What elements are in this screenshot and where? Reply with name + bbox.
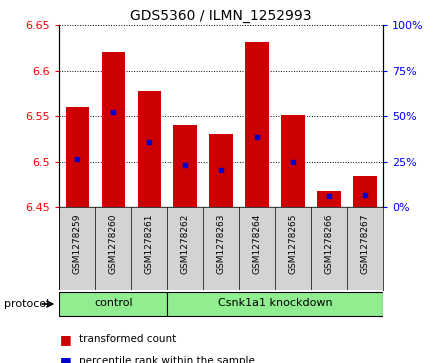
Bar (102, 52, 125, 207)
Text: protocol: protocol (4, 299, 50, 309)
Bar (317, 191, 341, 207)
Text: GSM1278265: GSM1278265 (289, 213, 297, 274)
Text: control: control (94, 298, 132, 309)
Text: transformed count: transformed count (79, 334, 176, 344)
Bar (66, 107, 89, 207)
Text: GSM1278266: GSM1278266 (324, 213, 334, 274)
Text: GSM1278262: GSM1278262 (181, 213, 190, 274)
Bar (281, 115, 304, 207)
Bar (167, 292, 383, 316)
Text: percentile rank within the sample: percentile rank within the sample (79, 356, 255, 363)
Bar (209, 134, 233, 207)
Bar (59, 292, 167, 316)
Text: GSM1278259: GSM1278259 (73, 213, 82, 274)
Title: GDS5360 / ILMN_1252993: GDS5360 / ILMN_1252993 (130, 9, 312, 23)
Bar (353, 176, 377, 207)
Bar (173, 125, 197, 207)
Text: ■: ■ (59, 333, 71, 346)
Text: ■: ■ (59, 355, 71, 363)
Text: GSM1278267: GSM1278267 (360, 213, 369, 274)
Text: Csnk1a1 knockdown: Csnk1a1 knockdown (218, 298, 332, 309)
Text: GSM1278260: GSM1278260 (109, 213, 118, 274)
Text: GSM1278264: GSM1278264 (253, 213, 261, 274)
Text: GSM1278263: GSM1278263 (216, 213, 226, 274)
Bar (246, 42, 269, 207)
Bar (138, 91, 161, 207)
Text: GSM1278261: GSM1278261 (145, 213, 154, 274)
